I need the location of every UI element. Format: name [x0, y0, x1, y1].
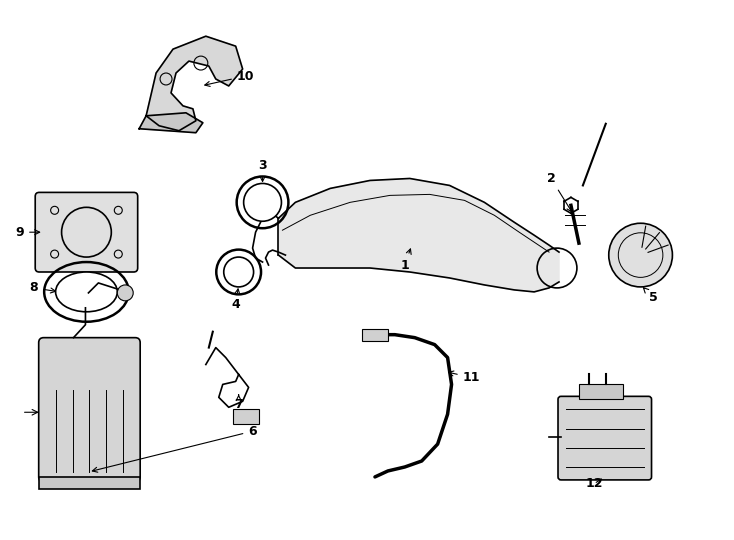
Text: 1: 1: [401, 249, 411, 272]
Ellipse shape: [244, 184, 281, 221]
Text: 5: 5: [644, 288, 658, 305]
Circle shape: [117, 285, 133, 301]
Text: 12: 12: [585, 477, 603, 490]
Polygon shape: [39, 477, 140, 489]
Polygon shape: [139, 113, 203, 133]
Polygon shape: [233, 409, 258, 424]
Text: 8: 8: [29, 281, 56, 294]
Text: 7: 7: [234, 395, 243, 411]
Polygon shape: [362, 329, 388, 341]
Text: 4: 4: [231, 289, 240, 312]
Ellipse shape: [56, 272, 117, 312]
Text: 3: 3: [258, 159, 267, 181]
Text: 6: 6: [92, 424, 257, 472]
Polygon shape: [579, 384, 622, 400]
FancyBboxPatch shape: [35, 192, 138, 272]
Polygon shape: [278, 179, 559, 292]
Text: 9: 9: [15, 226, 40, 239]
Polygon shape: [146, 36, 243, 131]
Text: 10: 10: [205, 70, 255, 86]
Ellipse shape: [224, 257, 253, 287]
Circle shape: [608, 223, 672, 287]
FancyBboxPatch shape: [558, 396, 652, 480]
Text: 11: 11: [448, 371, 480, 384]
FancyBboxPatch shape: [39, 338, 140, 482]
Text: 2: 2: [547, 172, 572, 212]
